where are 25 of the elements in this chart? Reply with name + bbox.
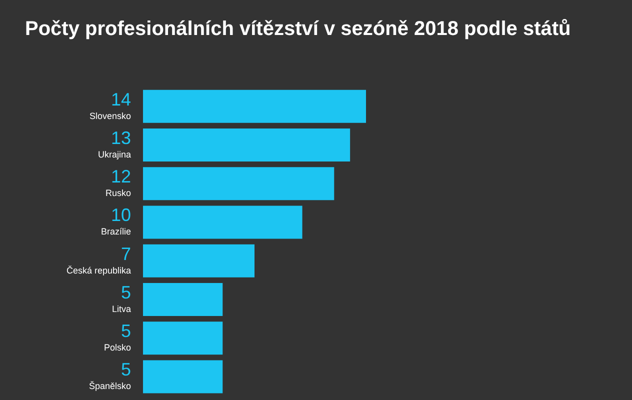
y-tick-label: Ukrajina	[98, 149, 131, 160]
bar	[143, 128, 350, 162]
y-tick-label: Polsko	[104, 342, 131, 353]
data-label: 7	[120, 244, 131, 264]
data-label: 10	[110, 205, 131, 226]
data-label: 5	[120, 282, 131, 302]
bar	[143, 244, 254, 278]
bar	[143, 167, 334, 200]
chart-title: Počty profesionálních vítězství v sezóně 2018 podle států	[25, 18, 571, 40]
y-tick-label: Brazílie	[100, 226, 131, 237]
bar	[143, 322, 223, 355]
bar	[143, 282, 223, 316]
y-tick-label: Litva	[112, 304, 131, 314]
y-tick-label: Slovensko	[89, 110, 131, 121]
y-tick-label: Česká republika	[66, 265, 131, 276]
bar	[143, 206, 302, 239]
data-label: 5	[120, 321, 131, 342]
data-label: 5	[120, 360, 131, 380]
bar	[143, 360, 223, 394]
bar	[143, 90, 366, 123]
data-label: 14	[110, 89, 131, 110]
data-label: 13	[110, 128, 131, 148]
data-label: 12	[110, 166, 131, 187]
y-tick-label: Španělsko	[88, 381, 131, 392]
y-tick-label: Rusko	[105, 188, 131, 198]
